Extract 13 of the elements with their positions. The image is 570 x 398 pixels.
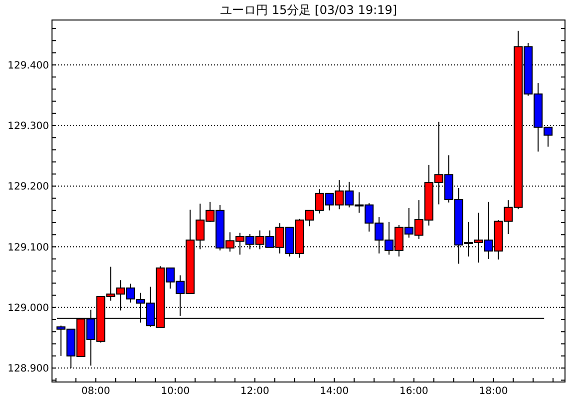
y-tick-label: 128.900: [8, 364, 49, 375]
y-tick-label: 129.200: [8, 182, 49, 193]
y-tick-label: 129.100: [8, 242, 49, 254]
x-tick-label: 16:00: [399, 386, 428, 397]
x-tick-label: 12:00: [240, 386, 270, 397]
y-tick-label: 129.000: [8, 302, 49, 314]
y-tick-label: 129.300: [8, 121, 49, 132]
x-tick-label: 18:00: [479, 386, 508, 397]
x-tick-label: 08:00: [81, 386, 110, 397]
y-tick-label: 129.400: [8, 60, 49, 72]
x-tick-label: 10:00: [160, 386, 190, 397]
x-tick-label: 14:00: [320, 386, 349, 397]
chart-title: ユーロ円 15分足 [03/03 19:19]: [220, 3, 398, 17]
